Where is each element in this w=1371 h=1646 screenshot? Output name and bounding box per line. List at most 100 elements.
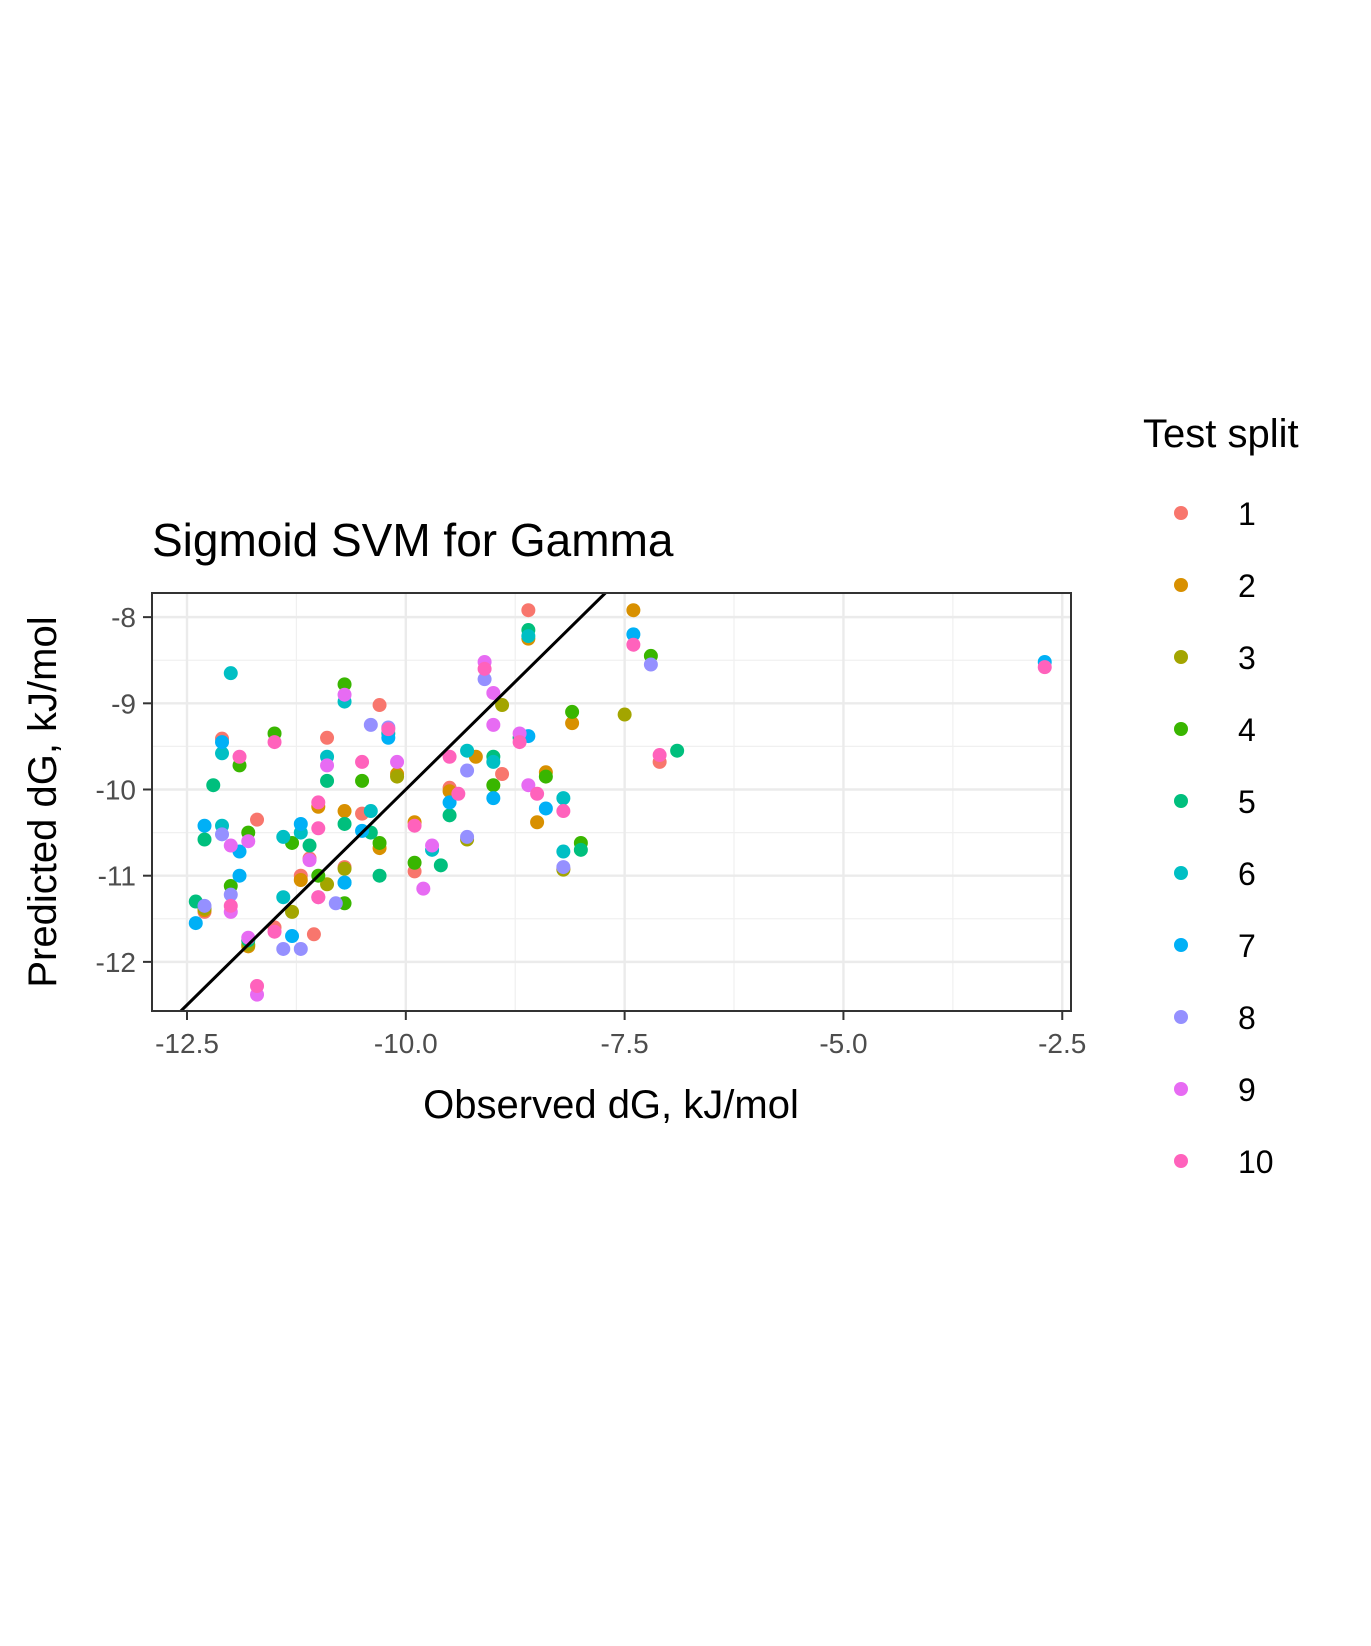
data-point-split-10 [381,722,396,737]
data-point-split-5 [320,773,335,788]
data-point-split-9 [486,685,501,700]
data-point-split-10 [530,786,545,801]
data-point-split-5 [442,808,457,823]
data-point-split-2 [626,603,641,618]
legend-label-6: 6 [1238,856,1256,892]
data-point-split-6 [276,829,291,844]
data-point-split-10 [223,898,238,913]
legend-key-4 [1174,722,1188,736]
data-point-split-6 [486,754,501,769]
data-point-split-10 [556,804,571,819]
data-point-split-4 [372,835,387,850]
data-point-split-5 [337,816,352,831]
data-point-split-9 [302,853,317,868]
data-point-split-4 [565,704,580,719]
plot-border [151,592,1072,1012]
data-point-split-1 [306,927,321,942]
data-point-split-5 [197,832,212,847]
data-point-split-5 [573,842,588,857]
data-point-split-6 [556,791,571,806]
legend-label-7: 7 [1238,928,1256,964]
legend-key-5 [1174,794,1188,808]
data-point-split-10 [477,661,492,676]
legend-label-1: 1 [1238,496,1256,532]
legend-label-2: 2 [1238,568,1256,604]
data-point-split-4 [337,677,352,692]
data-point-split-8 [328,896,343,911]
identity-line [179,591,607,1013]
data-point-split-8 [223,887,238,902]
data-point-split-7 [293,816,308,831]
legend-key-8 [1174,1010,1188,1024]
data-point-split-5 [372,868,387,883]
data-point-split-8 [556,860,571,875]
legend-key-1 [1174,506,1188,520]
x-tick-label: -7.5 [601,1028,649,1059]
data-point-split-7 [337,875,352,890]
data-point-split-9 [425,838,440,853]
data-point-split-7 [215,735,230,750]
data-point-split-10 [1037,660,1052,675]
data-point-split-10 [232,749,247,764]
data-point-split-2 [293,872,308,887]
data-point-split-1 [495,766,510,781]
y-axis-title: Predicted dG, kJ/mol [21,616,65,987]
data-point-split-4 [407,855,422,870]
data-point-split-3 [337,861,352,876]
data-point-split-4 [355,773,370,788]
data-point-split-2 [337,804,352,819]
data-point-split-9 [521,778,536,793]
data-point-split-7 [197,818,212,833]
data-point-split-3 [390,769,405,784]
data-point-split-5 [433,858,448,873]
legend-label-3: 3 [1238,640,1256,676]
major-gridlines [152,593,1071,1011]
data-point-split-3 [285,904,300,919]
legend-items: 1 2 3 4 5 6 7 8 9 10 [1174,496,1274,1180]
data-point-split-6 [276,890,291,905]
data-point-split-9 [320,758,335,773]
data-point-split-7 [486,791,501,806]
y-tick-label: -9 [111,688,136,719]
x-tick-label: -5.0 [819,1028,867,1059]
x-axis-title: Observed dG, kJ/mol [423,1083,799,1127]
data-point-split-8 [460,829,475,844]
data-point-split-1 [320,730,335,745]
legend-label-8: 8 [1238,1000,1256,1036]
data-point-split-10 [311,821,326,836]
data-point-split-7 [626,627,641,642]
y-axis: -12 -11 -10 -9 -8 [96,602,152,978]
legend: Test split 1 2 3 4 5 6 7 8 9 10 [1143,412,1299,1180]
data-point-split-10 [267,924,282,939]
legend-label-9: 9 [1238,1072,1256,1108]
data-point-split-10 [407,818,422,833]
data-point-split-9 [390,754,405,769]
data-point-split-6 [460,743,475,758]
data-point-split-7 [538,801,553,816]
x-tick-label: -10.0 [374,1028,438,1059]
data-point-split-6 [223,666,238,681]
data-point-split-10 [355,754,370,769]
legend-key-2 [1174,578,1188,592]
legend-title: Test split [1143,412,1299,456]
data-point-split-3 [617,707,632,722]
data-point-split-6 [521,629,536,644]
data-point-split-8 [293,941,308,956]
data-point-split-1 [521,603,536,618]
data-point-split-9 [241,834,256,849]
data-point-split-8 [363,717,378,732]
y-tick-label: -8 [111,602,136,633]
data-point-split-10 [311,795,326,810]
data-point-split-10 [451,786,466,801]
legend-label-10: 10 [1238,1144,1274,1180]
data-point-split-7 [188,916,203,931]
data-point-split-7 [442,795,457,810]
data-point-split-3 [320,877,335,892]
data-point-split-8 [215,827,230,842]
data-point-split-8 [643,657,658,672]
legend-key-7 [1174,938,1188,952]
minor-gridlines [152,593,1071,1011]
data-point-split-8 [197,898,212,913]
y-tick-label: -10 [96,775,136,806]
